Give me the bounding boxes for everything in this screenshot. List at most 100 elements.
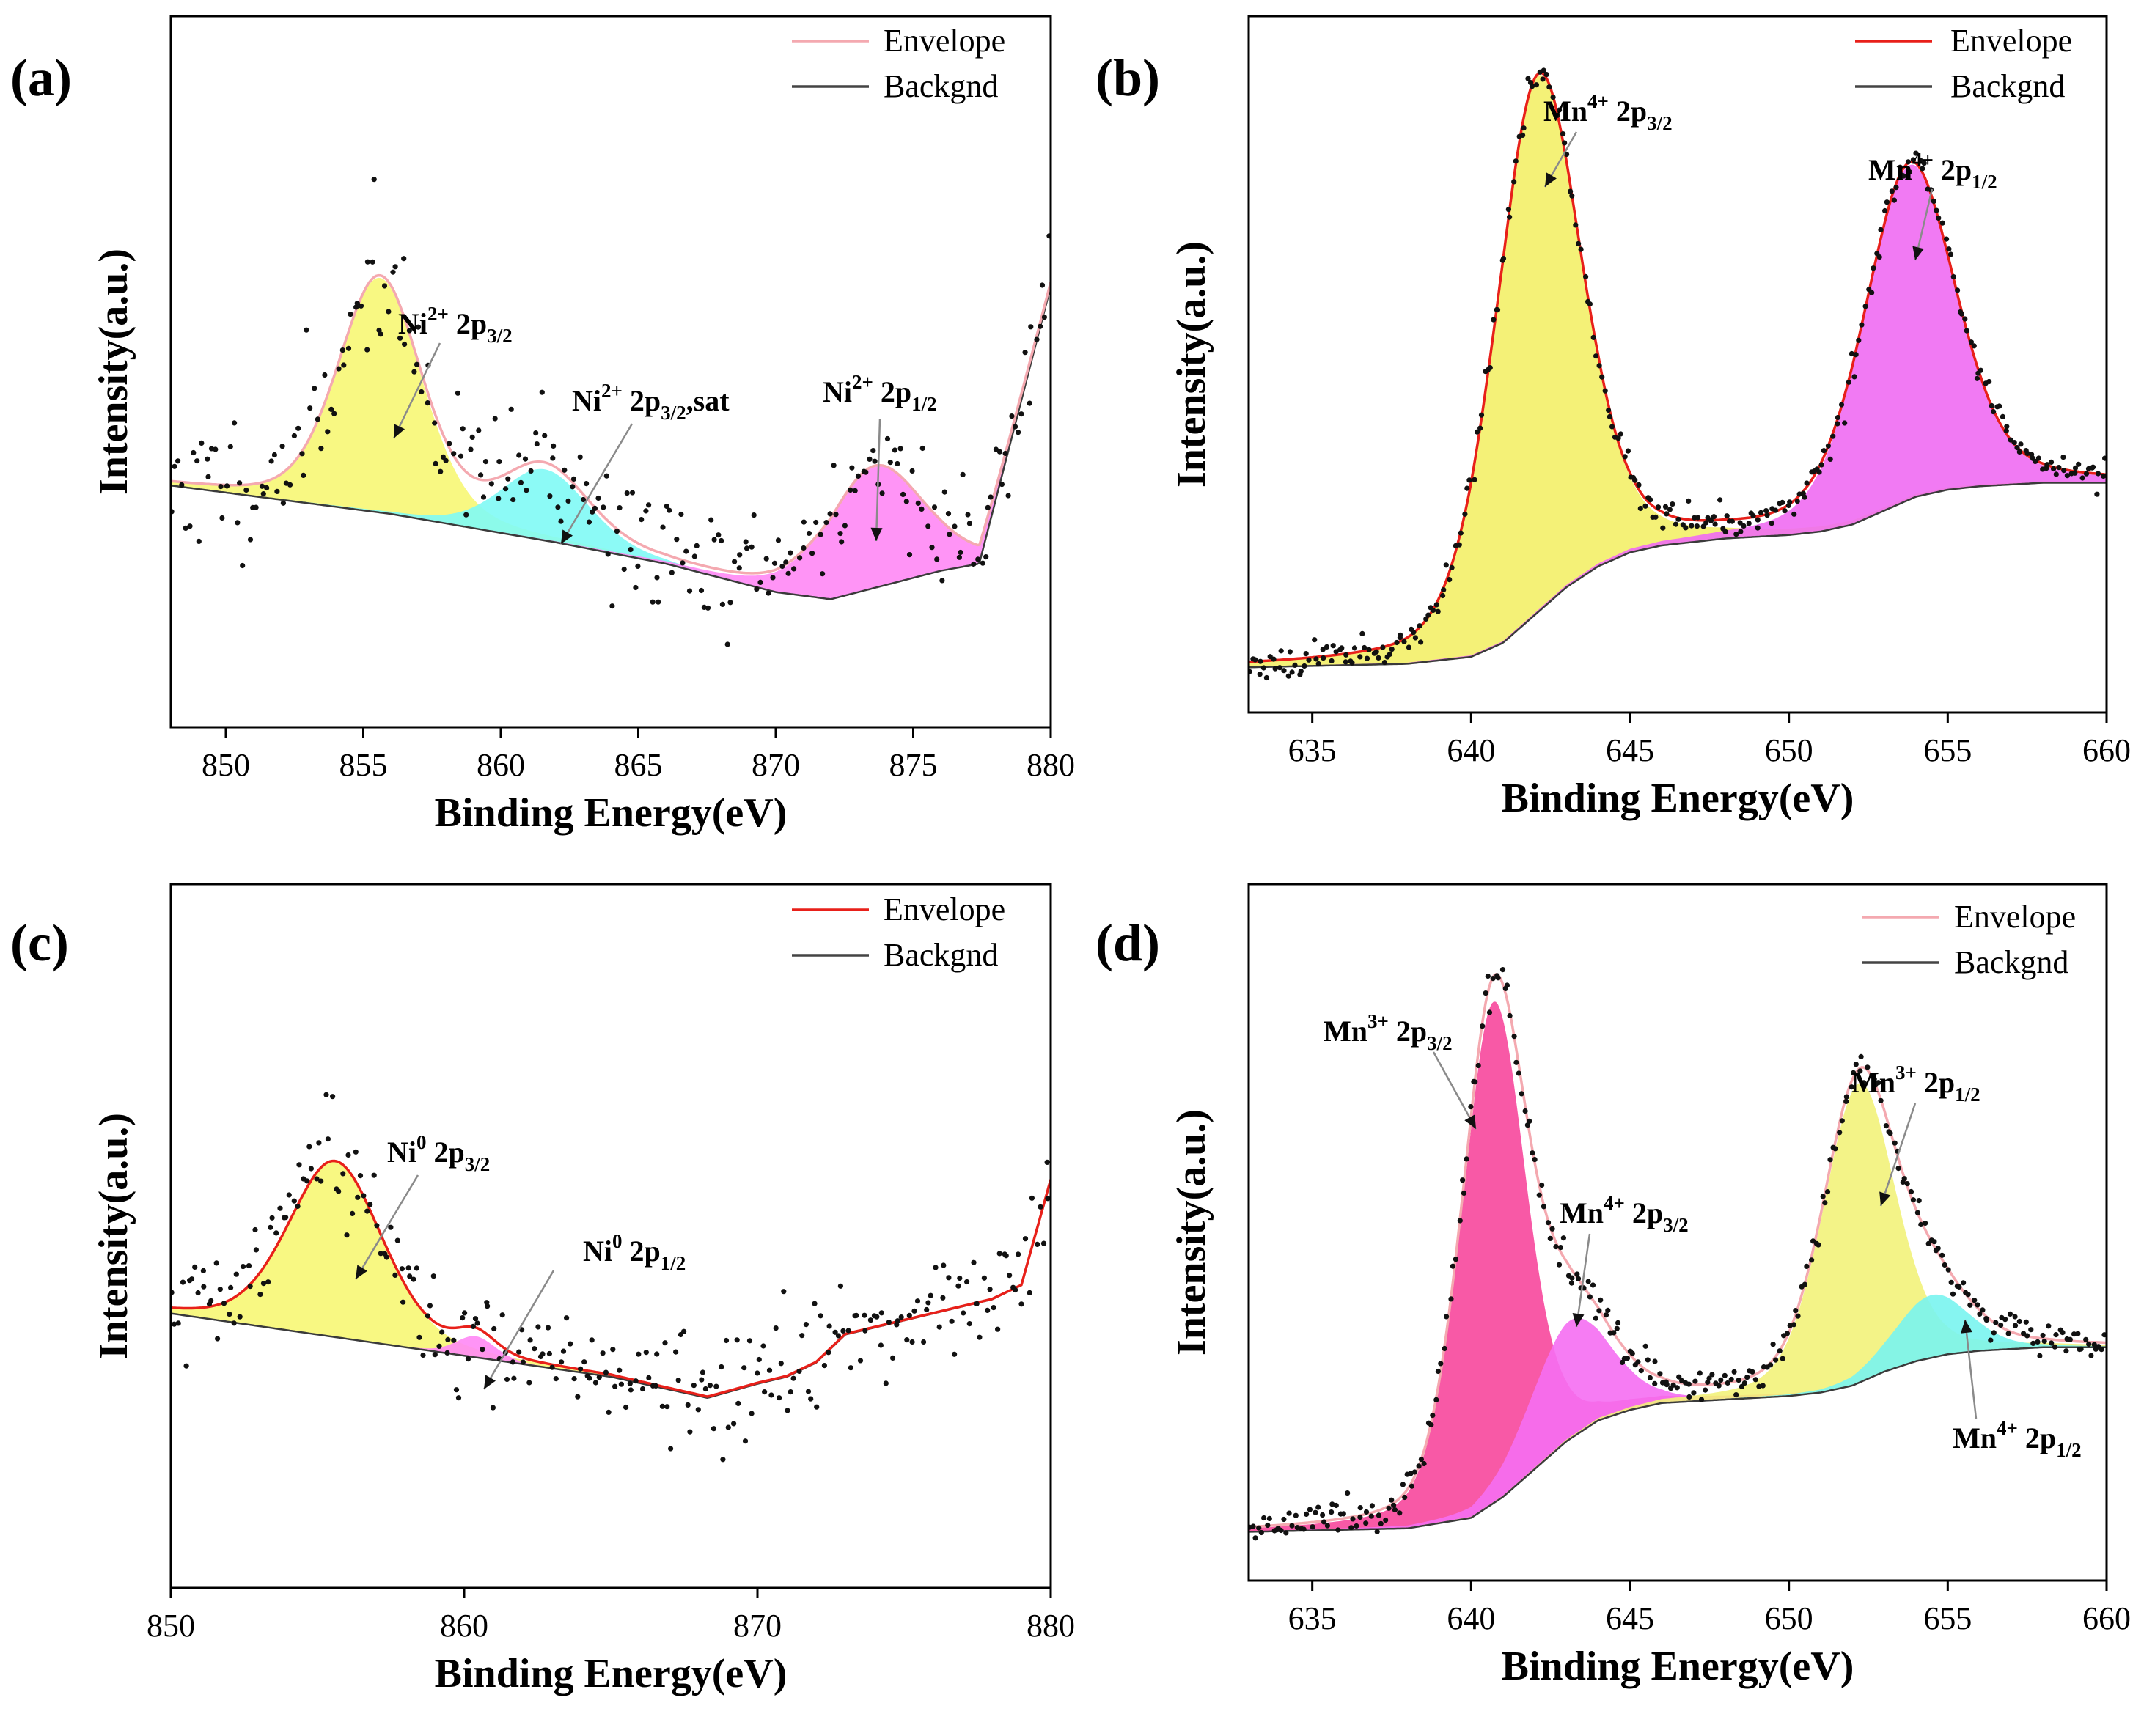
data-point [1392,1507,1398,1513]
data-point [1256,1525,1262,1531]
data-point [522,456,529,462]
data-point [316,1140,322,1146]
annotation-leader-line [392,342,441,439]
x-axis-title: Binding Energy(eV) [435,1651,788,1696]
x-axis-title: Binding Energy(eV) [1502,1644,1854,1689]
data-point [1700,523,1706,529]
data-point [1016,1251,1021,1257]
data-point [1603,1312,1609,1318]
annotation-label: Mn3+ 2p3/2 [1324,1010,1453,1054]
data-point [941,489,947,495]
data-point [1709,1372,1715,1378]
data-point [683,548,689,554]
data-point [835,1333,841,1339]
data-point [1853,352,1859,358]
data-point [1554,112,1560,119]
data-point [874,1314,880,1320]
data-point [1440,592,1446,599]
x-tick-label: 655 [1923,732,1972,768]
data-point [895,460,900,467]
data-point [966,1321,972,1327]
data-point [1546,84,1552,90]
data-point [196,538,202,545]
data-point [1536,1192,1542,1198]
data-point [806,530,812,537]
data-point [1694,523,1700,529]
data-point [818,1313,823,1319]
component-fill-a-1 [171,277,1051,600]
data-point [581,1359,587,1365]
data-point [1923,1220,1928,1226]
data-point [1914,1210,1920,1215]
data-point [1519,1091,1524,1097]
data-point [1717,497,1723,503]
data-point [472,1316,479,1322]
data-point [1878,1097,1884,1103]
data-point [996,1251,1002,1257]
data-point [1315,661,1321,667]
data-point [314,1176,320,1182]
data-point [1908,1188,1914,1195]
data-point [981,1275,987,1281]
data-point [2072,470,2078,476]
data-point [1769,521,1774,526]
data-point [358,303,364,309]
data-point [336,1188,342,1194]
data-point [1705,1379,1711,1386]
annotation-leader-line [1879,1103,1917,1207]
data-point [762,1389,768,1395]
data-point [1605,1307,1611,1313]
background-line-a [171,286,1051,600]
data-point [286,1192,292,1198]
data-point [1993,1320,1999,1325]
data-point [924,1306,930,1313]
data-point [1695,515,1701,521]
data-point [2079,475,2085,481]
data-point [1351,645,1358,651]
x-tick-label: 880 [1027,1608,1075,1644]
data-point [1289,1523,1295,1529]
data-point [1925,1240,1931,1246]
data-point [527,1337,533,1343]
data-point [240,562,246,569]
data-point [904,1337,910,1343]
data-point [1725,1380,1730,1386]
data-point [1648,497,1653,503]
data-point [1755,525,1761,531]
data-point [455,1395,462,1401]
data-point [741,1365,747,1371]
data-point [546,1350,553,1357]
data-point [1858,1053,1864,1059]
data-point [578,1366,584,1372]
data-point [1320,1512,1326,1518]
x-axis-title: Binding Energy(eV) [1502,776,1854,821]
data-point [1802,1281,1807,1287]
data-point [1491,317,1497,323]
data-point [1607,413,1612,420]
data-point [1802,494,1807,500]
data-point [1739,1383,1744,1389]
data-point [609,603,615,609]
data-point [462,1310,468,1316]
data-point [980,560,985,566]
legend-label: Backgnd [1950,68,2065,104]
data-point [2083,471,2090,477]
data-point [808,1396,814,1402]
data-point [627,1380,633,1386]
data-point [1511,179,1517,185]
data-point [803,1322,809,1328]
data-point [416,1334,422,1340]
component-fill-a-3 [171,282,1051,600]
data-point [1321,1519,1327,1525]
data-point [1485,973,1491,979]
x-axis-title: Binding Energy(eV) [435,790,788,836]
x-tick-label: 865 [614,747,663,783]
data-point [1345,1490,1351,1496]
data-point [308,1166,314,1172]
data-point [1692,1378,1698,1384]
data-point [1272,666,1278,672]
data-point [1431,607,1436,614]
data-point [857,1358,864,1364]
annotation-label: Ni2+ 2p3/2 [398,303,513,347]
panel-label: (c) [10,913,69,972]
